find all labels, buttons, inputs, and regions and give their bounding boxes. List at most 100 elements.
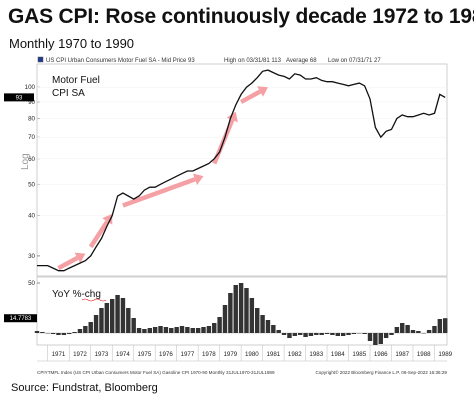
yoy-bar bbox=[373, 333, 378, 345]
y-tick-label: 60 bbox=[28, 156, 35, 163]
y-tick-label: 50 bbox=[28, 181, 35, 188]
x-tick-label: 1989 bbox=[438, 351, 452, 358]
yoy-bar bbox=[61, 333, 67, 335]
source-note: Source: Fundstrat, Bloomberg bbox=[11, 382, 158, 394]
yoy-bar bbox=[50, 333, 56, 334]
legend-high-label: High on 03/31/81 113 bbox=[224, 58, 282, 64]
x-tick-label: 1974 bbox=[116, 351, 130, 358]
last-value-badge: 93 bbox=[4, 93, 34, 102]
x-tick-label: 1973 bbox=[95, 351, 109, 358]
yoy-bar bbox=[77, 329, 83, 333]
yoy-bar bbox=[271, 325, 276, 333]
yoy-bar bbox=[324, 333, 330, 334]
y-tick-label: 90 bbox=[28, 99, 35, 106]
legend-series-icon bbox=[37, 56, 44, 63]
yoy-bar bbox=[185, 327, 190, 333]
yoy-bar bbox=[351, 333, 357, 334]
x-tick-label: 1986 bbox=[374, 351, 388, 358]
trend-arrow-1 bbox=[57, 252, 86, 271]
yoy-bar bbox=[233, 285, 238, 333]
bloomberg-chart: US CPI Urban Consumers Motor Fuel SA - M… bbox=[4, 56, 453, 375]
x-tick-label: 1976 bbox=[159, 351, 173, 358]
x-tick-label: 1977 bbox=[181, 351, 195, 358]
yoy-bar bbox=[346, 333, 351, 335]
x-tick-label: 1987 bbox=[395, 351, 409, 358]
y-tick-label: 100 bbox=[25, 84, 36, 91]
x-tick-label: 1982 bbox=[288, 351, 302, 358]
y-tick-label: 70 bbox=[28, 134, 35, 141]
yoy-bar bbox=[158, 326, 163, 333]
yoy-bar bbox=[330, 333, 335, 335]
yoy-bar bbox=[147, 328, 153, 333]
x-tick-label: 1984 bbox=[331, 351, 345, 358]
yoy-bar bbox=[222, 305, 228, 333]
yoy-bar bbox=[67, 333, 72, 334]
yoy-bar bbox=[367, 333, 373, 341]
yoy-bars bbox=[34, 283, 448, 345]
yoy-bar bbox=[163, 327, 169, 333]
panel-label-line-1: Motor Fuel bbox=[52, 75, 100, 86]
yoy-panel-label: YoY %-chg bbox=[52, 289, 101, 300]
yoy-bar bbox=[238, 283, 244, 333]
x-tick-label: 1980 bbox=[245, 351, 259, 358]
yoy-bar bbox=[174, 327, 179, 333]
y-axis-label-log: Log bbox=[20, 153, 31, 170]
panel-label-line-2: CPI SA bbox=[52, 88, 85, 99]
yoy-bar bbox=[83, 326, 88, 333]
svg-text:14.7783: 14.7783 bbox=[10, 316, 32, 322]
chart-title: GAS CPI: Rose continuously decade 1972 t… bbox=[8, 5, 474, 28]
y-tick-label: 40 bbox=[28, 213, 35, 220]
yoy-bar bbox=[281, 333, 287, 335]
yoy-bar bbox=[104, 303, 110, 333]
yoy-bar bbox=[432, 326, 437, 333]
chart-subtitle: Monthly 1970 to 1990 bbox=[9, 36, 135, 51]
yoy-bar bbox=[405, 325, 410, 333]
yoy-bar bbox=[400, 323, 405, 333]
y-tick-label: 80 bbox=[28, 115, 35, 122]
yoy-bar bbox=[303, 333, 308, 337]
yoy-bar bbox=[217, 317, 222, 333]
yoy-bar bbox=[190, 328, 195, 333]
legend-series-label: US CPI Urban Consumers Motor Fuel SA - M… bbox=[46, 58, 195, 64]
yoy-bar bbox=[142, 329, 147, 333]
yoy-bar bbox=[254, 308, 260, 333]
main-gridlines bbox=[37, 86, 447, 216]
yoy-bar bbox=[319, 333, 324, 335]
yoy-bar bbox=[426, 330, 432, 333]
x-tick-label: 1972 bbox=[73, 351, 87, 358]
main-panel-frame bbox=[36, 63, 448, 277]
yoy-bar bbox=[179, 326, 185, 333]
yoy-last-value-badge: 14.7783 bbox=[4, 314, 37, 323]
yoy-bar bbox=[335, 333, 341, 336]
yoy-bar bbox=[72, 332, 77, 333]
yoy-bar bbox=[292, 333, 298, 336]
footer-left: CPIYTMFL Index (US CPI Urban Consumers M… bbox=[37, 370, 275, 375]
x-tick-label: 1975 bbox=[138, 351, 152, 358]
x-tick-label: 1985 bbox=[352, 351, 366, 358]
yoy-bar bbox=[56, 333, 61, 335]
yoy-bar bbox=[152, 327, 158, 333]
y-tick-label: 30 bbox=[28, 253, 35, 260]
yoy-bar bbox=[308, 333, 314, 336]
x-tick-label: 1971 bbox=[52, 351, 66, 358]
yoy-bar bbox=[115, 295, 120, 333]
yoy-bar bbox=[244, 288, 249, 333]
yoy-bar bbox=[169, 328, 174, 333]
yoy-bar bbox=[93, 315, 99, 333]
trend-arrow-4 bbox=[212, 111, 238, 165]
yoy-bar bbox=[410, 330, 416, 333]
x-tick-label: 1983 bbox=[309, 351, 323, 358]
yoy-bar bbox=[362, 333, 367, 334]
trend-arrow-5 bbox=[240, 86, 268, 104]
yoy-y-axis: 50 bbox=[28, 280, 40, 287]
footer-right: Copyright© 2022 Bloomberg Finance L.P. 0… bbox=[315, 369, 447, 375]
yoy-bar bbox=[120, 298, 126, 333]
spellcheck-underline bbox=[81, 298, 107, 302]
x-axis: 1971 1972 1973 1974 1975 1976 1977 1978 1979 1980… bbox=[37, 345, 453, 362]
legend-low-label: Low on 07/31/71 27 bbox=[328, 58, 381, 64]
yoy-bar bbox=[201, 327, 206, 333]
yoy-bar bbox=[276, 330, 281, 333]
yoy-bar bbox=[416, 331, 421, 333]
yoy-bar bbox=[99, 308, 104, 333]
trend-arrow-3 bbox=[122, 173, 204, 208]
